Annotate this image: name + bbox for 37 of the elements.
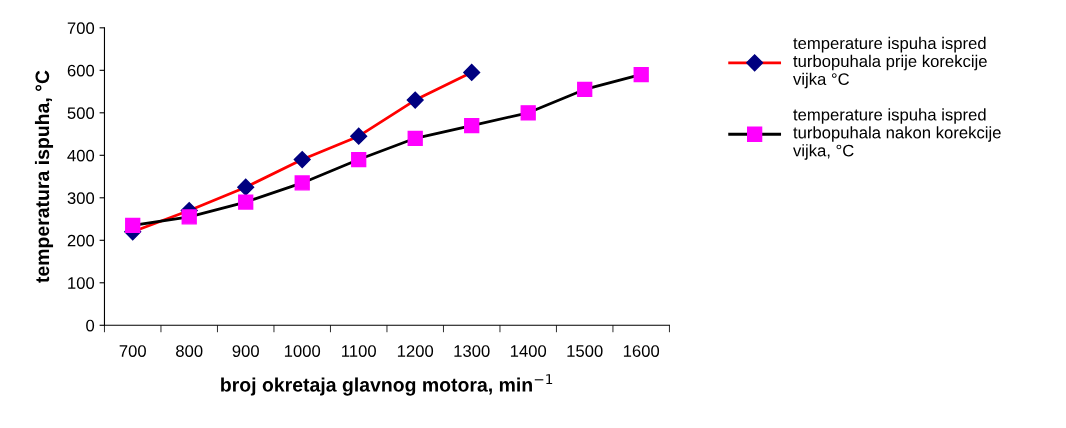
point (463, 63, 481, 81)
legend-label: temperature ispuha ispred turbopuhala prije korekcije vijka °C (793, 36, 987, 89)
x-tick-label: 1000 (284, 345, 321, 357)
x-tick-label: 1300 (454, 345, 490, 357)
point (407, 130, 423, 146)
x-axis-title: broj okretaja glavnog motora, min$^{−1}$ (221, 374, 553, 396)
point (181, 209, 197, 225)
point (237, 178, 255, 196)
point (406, 91, 424, 109)
x-tick-label: 800 (176, 345, 203, 357)
y-tick-label: 600 (67, 64, 95, 77)
point (633, 66, 649, 83)
y-tick-label: 400 (67, 149, 95, 162)
y-tick-label: 0 (86, 319, 95, 332)
y-tick-label: 500 (67, 107, 95, 120)
x-tick-label: 900 (232, 345, 259, 357)
y-tick-label: 200 (67, 234, 95, 247)
x-tick-label: 1100 (342, 345, 376, 357)
x-tick-label: 1500 (567, 345, 603, 357)
y-tick-label: 100 (68, 277, 95, 289)
x-tick-label: 1200 (397, 345, 434, 357)
point (350, 127, 368, 145)
point (351, 151, 367, 168)
point (464, 117, 480, 134)
legend-label: temperature ispuha ispred turbopuhala nakon korekcije vijka, °C (793, 108, 1001, 160)
y-axis-title: temperatura ispuha, °C (34, 70, 54, 283)
y-tick-label: 700 (67, 22, 95, 35)
point (577, 81, 593, 98)
point (294, 175, 310, 191)
x-tick-label: 1600 (623, 345, 660, 357)
point (520, 105, 536, 121)
y-tick-label: 300 (67, 192, 95, 204)
point (238, 194, 254, 210)
point (125, 217, 141, 234)
x-tick-label: 700 (119, 345, 146, 357)
point (293, 151, 311, 169)
x-tick-label: 1400 (510, 345, 547, 357)
